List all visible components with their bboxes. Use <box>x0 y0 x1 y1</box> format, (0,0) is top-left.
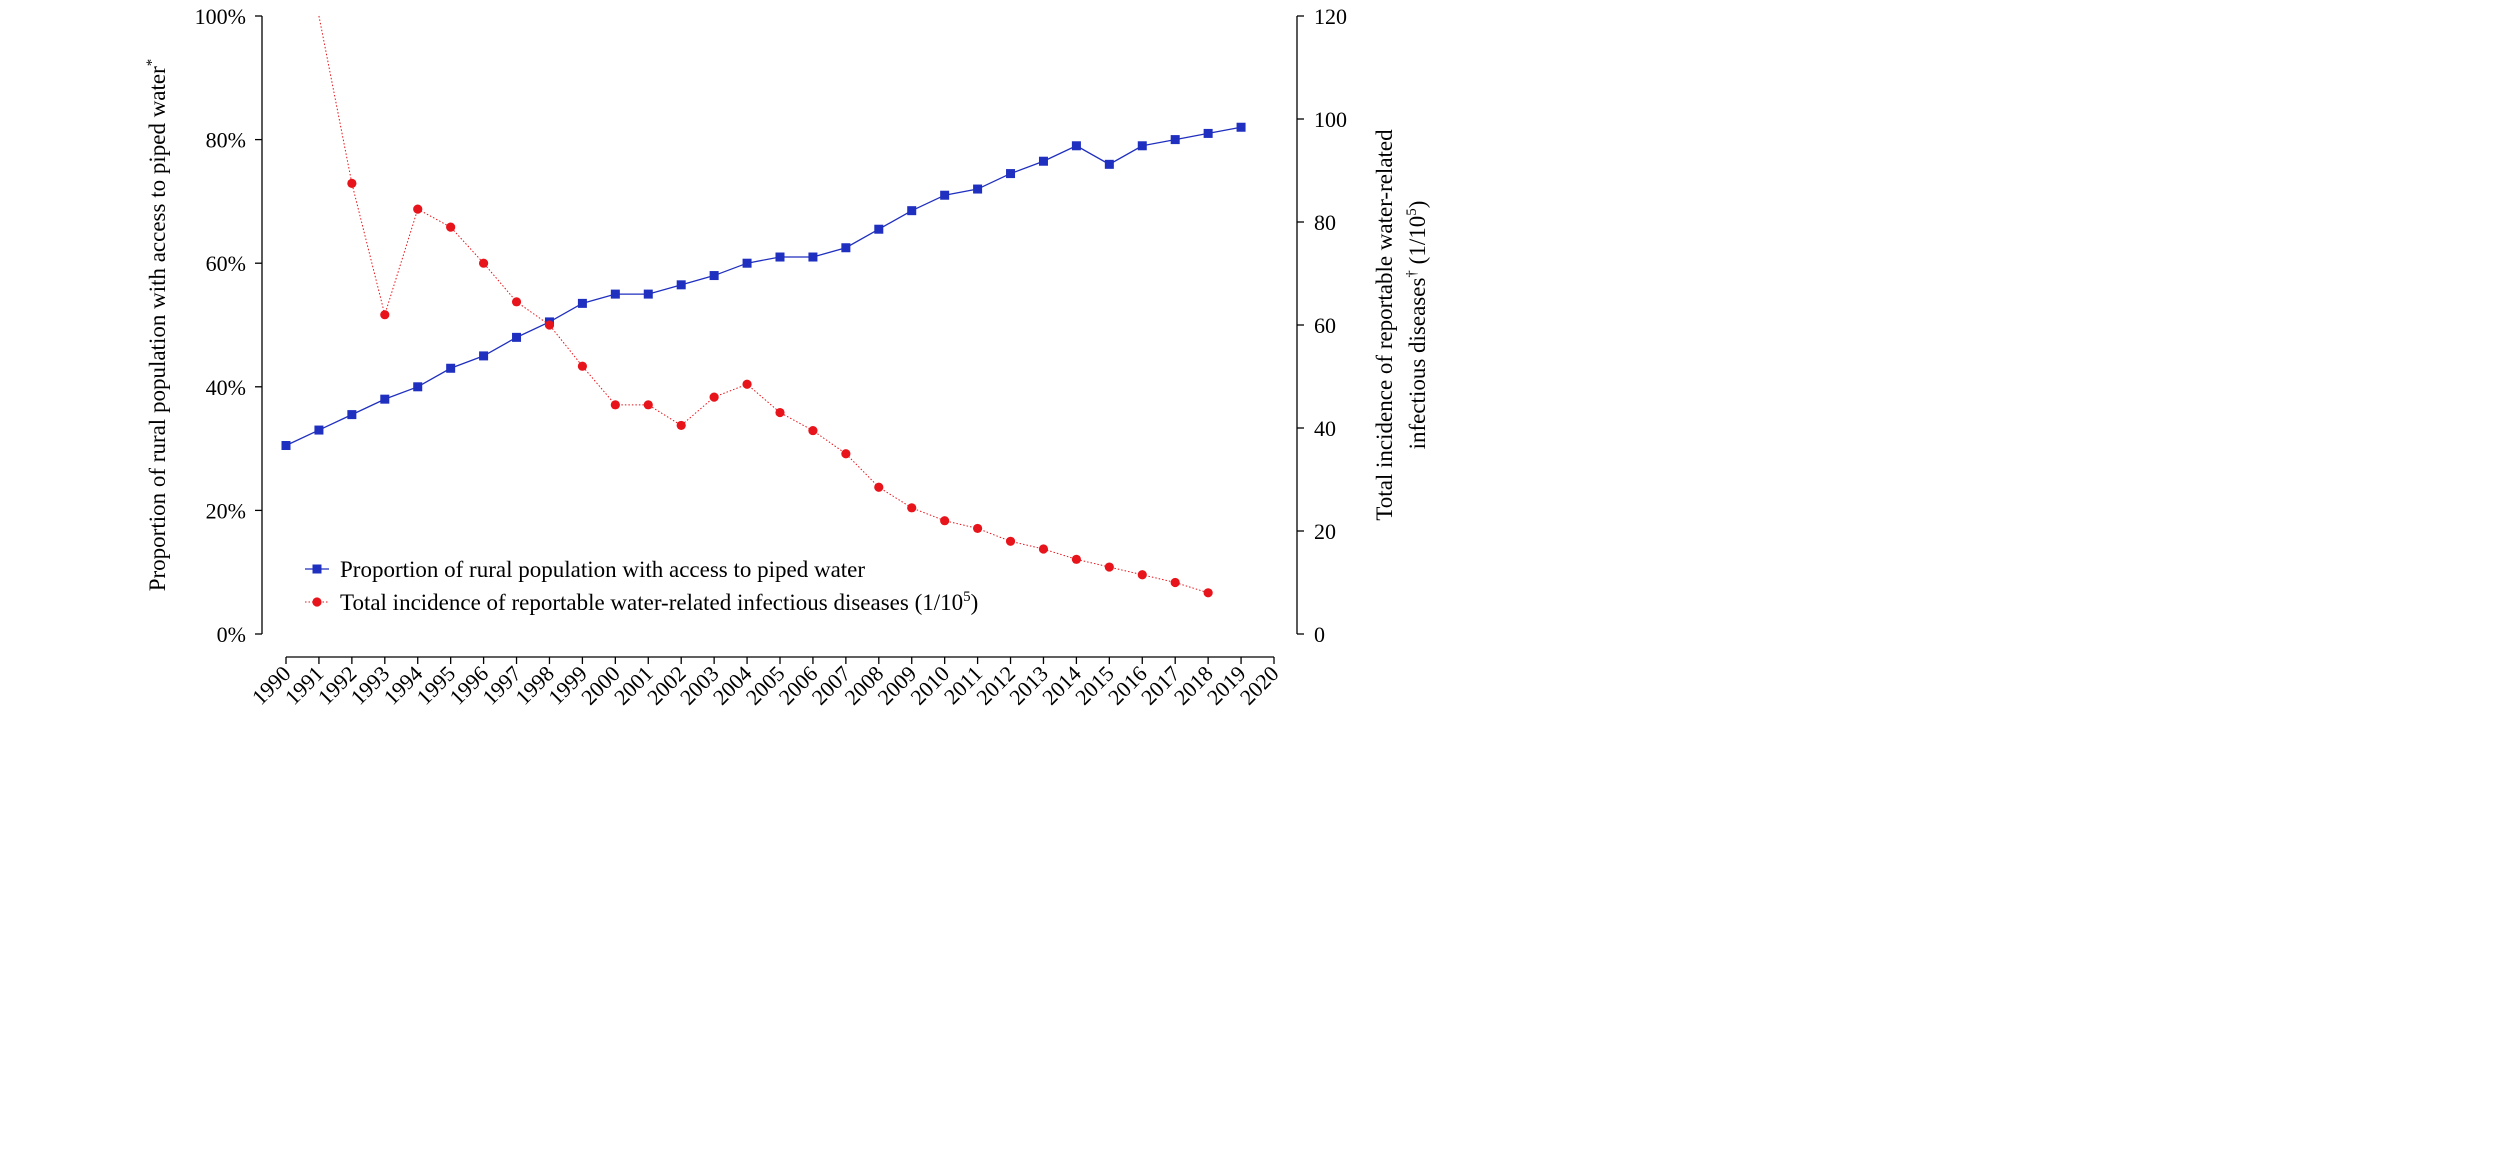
series-line-1 <box>318 15 1209 594</box>
data-point-square <box>808 252 818 262</box>
data-point-square <box>1203 128 1213 138</box>
data-point-circle <box>1005 536 1016 546</box>
left-y-tick-label: 100% <box>195 4 246 29</box>
right-axis-title-unit-sup: 5 <box>1404 208 1420 216</box>
data-point-square <box>1006 169 1016 179</box>
data-point-square <box>940 190 950 200</box>
data-point-circle <box>1137 570 1147 580</box>
data-point-circle <box>742 379 752 389</box>
data-point-square <box>577 298 587 308</box>
data-point-circle <box>1170 577 1180 588</box>
data-point-square <box>907 206 917 216</box>
right-y-tick-label: 0 <box>1314 622 1325 647</box>
data-point-square <box>1236 122 1246 132</box>
series-line-0 <box>285 126 1242 447</box>
data-point-square <box>610 289 620 299</box>
right-axis-title-dagger: † <box>1404 270 1420 278</box>
data-point-square <box>479 351 489 361</box>
legend-label-incidence-text: Total incidence of reportable water-rela… <box>340 590 963 615</box>
data-point-circle <box>808 425 818 436</box>
data-point-circle <box>511 297 522 307</box>
data-point-square <box>643 289 653 299</box>
data-point-circle <box>577 361 588 371</box>
data-point-square <box>1170 135 1180 145</box>
right-y-tick-label: 60 <box>1314 313 1336 338</box>
data-point-circle <box>1038 544 1049 554</box>
legend: Proportion of rural population with acce… <box>305 557 978 615</box>
left-axis-title: Proportion of rural population with acce… <box>144 59 170 592</box>
data-point-square <box>314 425 324 435</box>
left-y-tick-label: 60% <box>206 251 246 276</box>
data-point-square <box>512 332 522 342</box>
left-y-tick-label: 0% <box>217 622 246 647</box>
data-point-circle <box>1203 588 1213 598</box>
chart-svg: 0%20%40%60%80%100%0204060801001201990199… <box>144 4 1430 710</box>
legend-marker-circle <box>312 597 322 607</box>
data-point-square <box>281 441 291 451</box>
right-y-tick-label: 20 <box>1314 519 1336 544</box>
data-point-circle <box>643 400 653 410</box>
legend-label-incidence-end: ) <box>971 590 979 615</box>
data-point-square <box>709 271 719 281</box>
data-point-circle <box>841 449 851 459</box>
right-axis-title-line2: infectious diseases† (1/105) <box>1404 201 1430 450</box>
data-point-circle <box>973 523 983 534</box>
data-point-square <box>1071 141 1081 151</box>
legend-item-piped-water: Proportion of rural population with acce… <box>305 557 865 582</box>
chart-root: 0% 20% 40% 60% 80% 100% 0 20 40 60 80 100 120 1990 199… <box>0 0 1544 731</box>
legend-label-incidence: Total incidence of reportable water-rela… <box>340 589 978 615</box>
data-point-square <box>841 243 851 253</box>
data-point-circle <box>380 310 390 320</box>
data-point-circle <box>907 503 917 513</box>
right-axis-title-unit-end: ) <box>1405 201 1430 209</box>
right-y-tick-label: 120 <box>1314 4 1347 29</box>
legend-label-piped-water: Proportion of rural population with acce… <box>340 557 865 582</box>
right-y-tick-label: 100 <box>1314 107 1347 132</box>
data-point-circle <box>1071 554 1081 564</box>
data-point-square <box>347 410 357 420</box>
data-point-square <box>742 258 752 268</box>
data-point-circle <box>479 258 489 268</box>
legend-item-incidence: Total incidence of reportable water-rela… <box>305 589 978 615</box>
data-point-circle <box>676 420 686 431</box>
data-point-square <box>446 363 456 373</box>
legend-label-incidence-sup: 5 <box>963 589 971 605</box>
left-y-tick-label: 80% <box>206 128 246 153</box>
data-point-circle <box>446 222 456 232</box>
right-axis-title-line2-text: infectious diseases <box>1405 278 1430 450</box>
data-point-circle <box>610 400 620 410</box>
data-point-square <box>775 252 785 262</box>
left-axis-title-text: Proportion of rural population with acce… <box>145 66 170 591</box>
x-tick-label: 2020 <box>1235 661 1284 710</box>
data-point-square <box>973 184 983 194</box>
data-point-circle <box>544 320 555 330</box>
data-point-square <box>1137 141 1147 151</box>
data-point-square <box>676 280 686 290</box>
data-point-square <box>1038 156 1048 166</box>
legend-marker-square <box>312 564 322 574</box>
data-point-square <box>413 382 423 392</box>
data-point-square <box>380 394 390 404</box>
right-axis-title-unit: (1/10 <box>1405 216 1430 270</box>
left-axis-title-sup: * <box>144 59 160 67</box>
data-point-circle <box>413 204 423 214</box>
right-y-tick-label: 80 <box>1314 210 1336 235</box>
data-point-circle <box>940 516 950 526</box>
data-point-circle <box>874 482 884 492</box>
data-point-square <box>874 224 884 234</box>
data-point-circle <box>709 392 719 402</box>
data-point-square <box>1104 159 1114 169</box>
data-point-circle <box>1104 562 1114 572</box>
data-point-circle <box>775 407 785 418</box>
left-y-tick-label: 40% <box>206 375 246 400</box>
right-y-tick-label: 40 <box>1314 416 1336 441</box>
data-point-circle <box>347 178 357 188</box>
left-y-tick-label: 20% <box>206 498 246 523</box>
right-axis-title-line1: Total incidence of reportable water-rela… <box>1372 129 1397 521</box>
series-layer <box>281 15 1246 598</box>
